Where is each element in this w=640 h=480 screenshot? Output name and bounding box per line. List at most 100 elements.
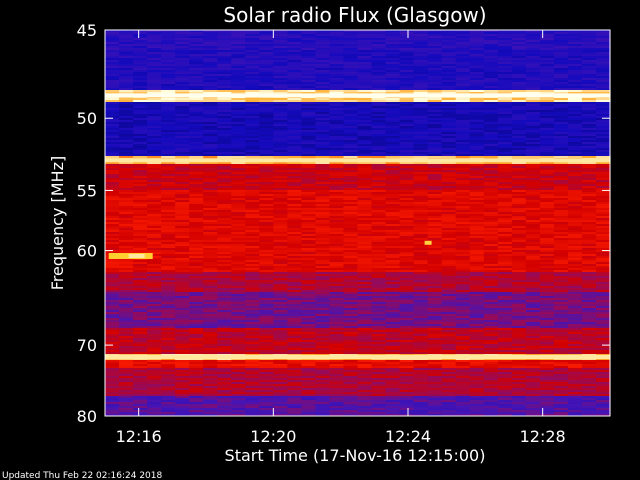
heatmap-cell bbox=[315, 244, 331, 246]
heatmap-cell bbox=[147, 40, 162, 42]
heatmap-cell bbox=[259, 224, 274, 226]
heatmap-cell bbox=[525, 184, 541, 186]
heatmap-cell bbox=[483, 120, 499, 122]
heatmap-cell bbox=[147, 48, 162, 50]
heatmap-cell bbox=[273, 44, 288, 46]
heatmap-cell bbox=[315, 188, 331, 190]
heatmap-cell bbox=[343, 108, 359, 110]
heatmap-cell bbox=[469, 208, 485, 210]
heatmap-cell bbox=[539, 224, 555, 226]
heatmap-cell bbox=[413, 196, 429, 198]
heatmap-cell bbox=[273, 156, 288, 158]
heatmap-cell bbox=[189, 206, 204, 208]
heatmap-cell bbox=[511, 46, 527, 48]
heatmap-cell bbox=[455, 234, 471, 236]
heatmap-cell bbox=[539, 184, 555, 186]
heatmap-cell bbox=[105, 122, 120, 124]
heatmap-cell bbox=[581, 274, 597, 276]
heatmap-cell bbox=[203, 36, 218, 38]
heatmap-cell bbox=[469, 168, 485, 170]
heatmap-cell bbox=[357, 240, 373, 242]
heatmap-cell bbox=[161, 246, 176, 248]
heatmap-cell bbox=[175, 154, 190, 156]
heatmap-cell bbox=[399, 44, 415, 46]
heatmap-cell bbox=[427, 236, 443, 238]
heatmap-cell bbox=[455, 264, 471, 266]
heatmap-cell bbox=[105, 178, 120, 180]
heatmap-cell bbox=[567, 108, 583, 110]
heatmap-cell bbox=[273, 192, 288, 194]
heatmap-cell bbox=[427, 112, 443, 114]
heatmap-cell bbox=[567, 234, 583, 236]
heatmap-cell bbox=[483, 138, 499, 140]
heatmap-cell bbox=[469, 38, 485, 40]
heatmap-cell bbox=[455, 196, 471, 198]
heatmap-cell bbox=[525, 100, 541, 102]
heatmap-cell bbox=[441, 36, 457, 38]
heatmap-cell bbox=[413, 266, 429, 268]
heatmap-cell bbox=[511, 148, 527, 150]
heatmap-cell bbox=[287, 102, 302, 104]
heatmap-cell bbox=[203, 292, 218, 294]
heatmap-cell bbox=[133, 268, 148, 270]
heatmap-cell bbox=[469, 80, 485, 82]
heatmap-cell bbox=[105, 62, 120, 64]
heatmap-cell bbox=[147, 300, 162, 302]
heatmap-cell bbox=[567, 220, 583, 222]
heatmap-cell bbox=[147, 224, 162, 226]
heatmap-cell bbox=[399, 106, 415, 108]
heatmap-cell bbox=[315, 64, 331, 66]
heatmap-cell bbox=[329, 206, 345, 208]
heatmap-cell bbox=[259, 82, 274, 84]
heatmap-cell bbox=[189, 272, 204, 274]
heatmap-cell bbox=[441, 214, 457, 216]
heatmap-cell bbox=[455, 150, 471, 152]
heatmap-cell bbox=[371, 172, 387, 174]
heatmap-cell bbox=[357, 48, 373, 50]
heatmap-cell bbox=[301, 268, 317, 270]
heatmap-cell bbox=[217, 260, 232, 262]
heatmap-cell bbox=[147, 200, 162, 202]
heatmap-cell bbox=[371, 124, 387, 126]
heatmap-cell bbox=[105, 134, 120, 136]
heatmap-cell bbox=[189, 194, 204, 196]
heatmap-cell bbox=[469, 180, 485, 182]
heatmap-cell bbox=[119, 236, 134, 238]
heatmap-cell bbox=[273, 200, 288, 202]
heatmap-cell bbox=[553, 54, 569, 56]
heatmap-cell bbox=[119, 266, 134, 268]
heatmap-cell bbox=[133, 192, 148, 194]
heatmap-cell bbox=[385, 190, 401, 192]
heatmap-cell bbox=[539, 214, 555, 216]
heatmap-cell bbox=[217, 154, 232, 156]
heatmap-cell bbox=[357, 170, 373, 172]
heatmap-cell bbox=[217, 72, 232, 74]
heatmap-cell bbox=[441, 78, 457, 80]
heatmap-cell bbox=[441, 60, 457, 62]
heatmap-cell bbox=[245, 284, 260, 286]
heatmap-cell bbox=[315, 86, 331, 88]
heatmap-cell bbox=[399, 304, 415, 306]
heatmap-cell bbox=[105, 198, 120, 200]
heatmap-cell bbox=[217, 274, 232, 276]
heatmap-cell bbox=[217, 236, 232, 238]
heatmap-cell bbox=[301, 264, 317, 266]
heatmap-cell bbox=[455, 224, 471, 226]
heatmap-cell bbox=[413, 108, 429, 110]
heatmap-cell bbox=[469, 50, 485, 52]
heatmap-cell bbox=[581, 252, 597, 254]
heatmap-cell bbox=[525, 146, 541, 148]
heatmap-cell bbox=[511, 282, 527, 284]
heatmap-cell bbox=[441, 42, 457, 44]
heatmap-cell bbox=[399, 136, 415, 138]
heatmap-cell bbox=[329, 48, 345, 50]
heatmap-cell bbox=[413, 76, 429, 78]
heatmap-cell bbox=[273, 110, 288, 112]
heatmap-cell bbox=[147, 62, 162, 64]
heatmap-cell bbox=[147, 124, 162, 126]
heatmap-cell bbox=[427, 138, 443, 140]
heatmap-cell bbox=[553, 78, 569, 80]
heatmap-cell bbox=[483, 64, 499, 66]
heatmap-cell bbox=[133, 238, 148, 240]
heatmap-cell bbox=[567, 200, 583, 202]
